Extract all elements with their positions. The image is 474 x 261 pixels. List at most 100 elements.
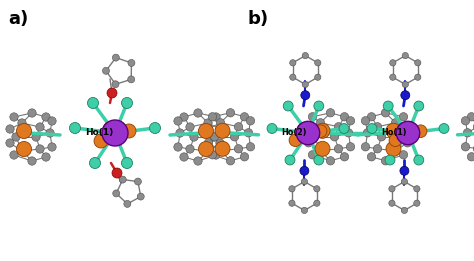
Circle shape <box>302 81 309 87</box>
Circle shape <box>149 122 161 133</box>
Circle shape <box>240 153 249 161</box>
Circle shape <box>315 141 330 156</box>
Circle shape <box>415 60 421 66</box>
Circle shape <box>301 207 308 213</box>
Circle shape <box>12 133 20 141</box>
Circle shape <box>314 186 320 192</box>
Circle shape <box>334 145 343 153</box>
Circle shape <box>285 155 295 165</box>
Circle shape <box>377 133 386 141</box>
Circle shape <box>374 123 382 131</box>
Circle shape <box>240 112 249 121</box>
Circle shape <box>401 207 408 213</box>
Circle shape <box>216 147 225 155</box>
Circle shape <box>6 139 14 147</box>
Circle shape <box>28 109 36 117</box>
Circle shape <box>334 123 343 131</box>
Circle shape <box>308 151 317 159</box>
Circle shape <box>216 139 224 147</box>
Circle shape <box>174 143 182 151</box>
Circle shape <box>290 74 296 80</box>
Circle shape <box>199 123 213 139</box>
Circle shape <box>315 60 321 66</box>
Circle shape <box>385 155 395 165</box>
Circle shape <box>283 101 293 111</box>
Circle shape <box>234 123 243 131</box>
Circle shape <box>17 123 31 139</box>
Circle shape <box>28 157 36 165</box>
Text: Ho(2): Ho(2) <box>281 128 307 138</box>
Circle shape <box>180 113 188 121</box>
Circle shape <box>48 117 56 125</box>
Circle shape <box>36 123 44 131</box>
Circle shape <box>121 98 133 109</box>
Circle shape <box>414 186 420 192</box>
Circle shape <box>88 98 99 109</box>
Circle shape <box>467 112 474 121</box>
Circle shape <box>103 122 117 136</box>
Circle shape <box>386 123 401 138</box>
Circle shape <box>330 133 339 141</box>
Circle shape <box>18 147 26 155</box>
Circle shape <box>414 200 420 206</box>
Circle shape <box>119 176 126 183</box>
Circle shape <box>467 153 474 161</box>
Circle shape <box>403 124 412 133</box>
Circle shape <box>212 151 220 159</box>
Circle shape <box>389 134 401 146</box>
Circle shape <box>174 117 182 125</box>
Circle shape <box>389 200 395 206</box>
Circle shape <box>10 113 18 121</box>
Circle shape <box>107 88 117 98</box>
Circle shape <box>414 155 424 165</box>
Circle shape <box>10 151 18 159</box>
Circle shape <box>439 123 449 133</box>
Circle shape <box>289 200 295 206</box>
Circle shape <box>17 141 31 157</box>
Circle shape <box>36 145 44 153</box>
Circle shape <box>204 139 213 147</box>
Circle shape <box>315 74 321 80</box>
Circle shape <box>204 119 212 127</box>
Circle shape <box>340 153 349 161</box>
Circle shape <box>210 133 219 141</box>
Circle shape <box>326 157 335 165</box>
Circle shape <box>215 123 230 138</box>
Text: Ho(1): Ho(1) <box>85 128 113 138</box>
Circle shape <box>361 117 370 125</box>
Circle shape <box>210 133 218 141</box>
Circle shape <box>390 74 396 80</box>
Circle shape <box>244 129 253 137</box>
Circle shape <box>301 179 308 185</box>
Circle shape <box>112 168 122 178</box>
Circle shape <box>90 157 100 169</box>
Circle shape <box>128 76 135 83</box>
Circle shape <box>402 81 409 87</box>
Circle shape <box>297 123 310 136</box>
Circle shape <box>102 67 109 74</box>
Circle shape <box>246 143 255 151</box>
Circle shape <box>403 139 412 147</box>
Circle shape <box>212 113 220 121</box>
Circle shape <box>199 141 213 157</box>
Circle shape <box>340 112 349 121</box>
Circle shape <box>112 54 119 61</box>
Circle shape <box>128 60 135 67</box>
Circle shape <box>18 119 26 127</box>
Circle shape <box>367 153 376 161</box>
Circle shape <box>386 141 401 156</box>
Circle shape <box>414 101 424 111</box>
Text: a): a) <box>8 10 28 28</box>
Circle shape <box>381 157 390 165</box>
Circle shape <box>402 52 409 59</box>
Circle shape <box>6 125 14 133</box>
Circle shape <box>121 157 133 169</box>
Circle shape <box>216 118 225 127</box>
Circle shape <box>234 145 243 153</box>
Circle shape <box>246 117 255 125</box>
Circle shape <box>267 123 277 133</box>
Circle shape <box>113 190 120 197</box>
Circle shape <box>389 186 395 192</box>
Circle shape <box>314 200 320 206</box>
Circle shape <box>289 134 301 146</box>
